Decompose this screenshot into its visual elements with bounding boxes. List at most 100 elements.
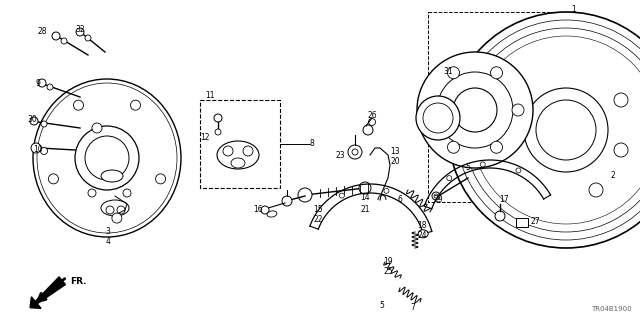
Ellipse shape: [223, 146, 233, 156]
Circle shape: [40, 147, 47, 154]
Text: 5: 5: [465, 162, 470, 172]
Circle shape: [369, 118, 376, 125]
Circle shape: [75, 126, 139, 190]
Ellipse shape: [217, 141, 259, 169]
Circle shape: [348, 145, 362, 159]
Circle shape: [490, 67, 502, 79]
Circle shape: [416, 96, 460, 140]
Circle shape: [524, 88, 608, 172]
Circle shape: [614, 143, 628, 157]
Text: 32: 32: [75, 26, 85, 34]
Bar: [516, 218, 528, 227]
Bar: [428, 12, 576, 202]
Circle shape: [447, 175, 452, 181]
Text: 8: 8: [310, 139, 314, 149]
Text: 14: 14: [360, 194, 370, 203]
Circle shape: [384, 188, 389, 193]
Circle shape: [516, 168, 521, 173]
Circle shape: [261, 206, 269, 214]
Circle shape: [38, 79, 46, 87]
Ellipse shape: [418, 230, 428, 238]
Text: 22: 22: [313, 216, 323, 225]
Circle shape: [480, 162, 485, 167]
Text: 25: 25: [383, 268, 393, 277]
Text: 4: 4: [106, 238, 111, 247]
Circle shape: [31, 143, 41, 153]
Ellipse shape: [33, 79, 181, 237]
Circle shape: [156, 174, 166, 184]
Polygon shape: [35, 277, 65, 304]
Ellipse shape: [267, 211, 277, 217]
Text: 29: 29: [433, 196, 443, 204]
Text: 28: 28: [37, 27, 47, 36]
Text: 3: 3: [106, 227, 111, 236]
Circle shape: [363, 125, 373, 135]
Circle shape: [426, 104, 438, 116]
Circle shape: [131, 100, 141, 110]
Text: 18: 18: [417, 221, 427, 231]
Text: 16: 16: [253, 205, 263, 214]
Circle shape: [52, 32, 60, 40]
Text: 27: 27: [530, 218, 540, 226]
Circle shape: [85, 35, 91, 41]
Circle shape: [423, 103, 453, 133]
Text: 19: 19: [383, 257, 393, 266]
Ellipse shape: [231, 158, 245, 168]
Ellipse shape: [106, 206, 114, 214]
Circle shape: [490, 141, 502, 153]
Circle shape: [512, 104, 524, 116]
Circle shape: [437, 72, 513, 148]
Text: 1: 1: [572, 5, 577, 14]
Circle shape: [434, 194, 438, 198]
Circle shape: [61, 38, 67, 44]
Circle shape: [359, 182, 371, 194]
Text: 24: 24: [417, 232, 427, 241]
Circle shape: [74, 100, 83, 110]
Ellipse shape: [243, 146, 253, 156]
Circle shape: [448, 12, 640, 248]
Ellipse shape: [101, 170, 123, 182]
Circle shape: [614, 93, 628, 107]
Text: 26: 26: [367, 110, 377, 120]
Circle shape: [447, 141, 460, 153]
Text: TR04B1900: TR04B1900: [591, 306, 632, 312]
Text: 13: 13: [390, 147, 400, 157]
Text: 17: 17: [499, 196, 509, 204]
Circle shape: [41, 121, 47, 127]
Circle shape: [536, 100, 596, 160]
Circle shape: [123, 189, 131, 197]
Circle shape: [85, 136, 129, 180]
Text: 9: 9: [36, 78, 40, 87]
Text: 20: 20: [390, 158, 400, 167]
Text: 6: 6: [397, 196, 403, 204]
Text: 21: 21: [360, 205, 370, 214]
Circle shape: [495, 211, 505, 221]
Circle shape: [453, 88, 497, 132]
Polygon shape: [30, 297, 41, 308]
Circle shape: [589, 183, 603, 197]
Circle shape: [298, 188, 312, 202]
Circle shape: [214, 114, 222, 122]
Bar: [200, 100, 280, 188]
Circle shape: [282, 196, 292, 206]
Ellipse shape: [101, 200, 129, 216]
Text: 5: 5: [380, 300, 385, 309]
Text: 31: 31: [443, 68, 453, 77]
Ellipse shape: [117, 206, 125, 214]
Text: 2: 2: [611, 170, 616, 180]
Circle shape: [447, 67, 460, 79]
Circle shape: [339, 193, 344, 198]
Circle shape: [112, 213, 122, 223]
Text: 12: 12: [200, 133, 210, 143]
Text: 7: 7: [411, 303, 415, 313]
Text: 10: 10: [33, 145, 43, 154]
Circle shape: [30, 117, 38, 125]
Text: FR.: FR.: [70, 277, 86, 286]
Circle shape: [432, 192, 440, 200]
Circle shape: [49, 174, 58, 184]
Text: 30: 30: [27, 115, 37, 124]
Circle shape: [92, 123, 102, 133]
Circle shape: [76, 28, 84, 36]
Circle shape: [47, 84, 53, 90]
Text: 23: 23: [335, 151, 345, 160]
